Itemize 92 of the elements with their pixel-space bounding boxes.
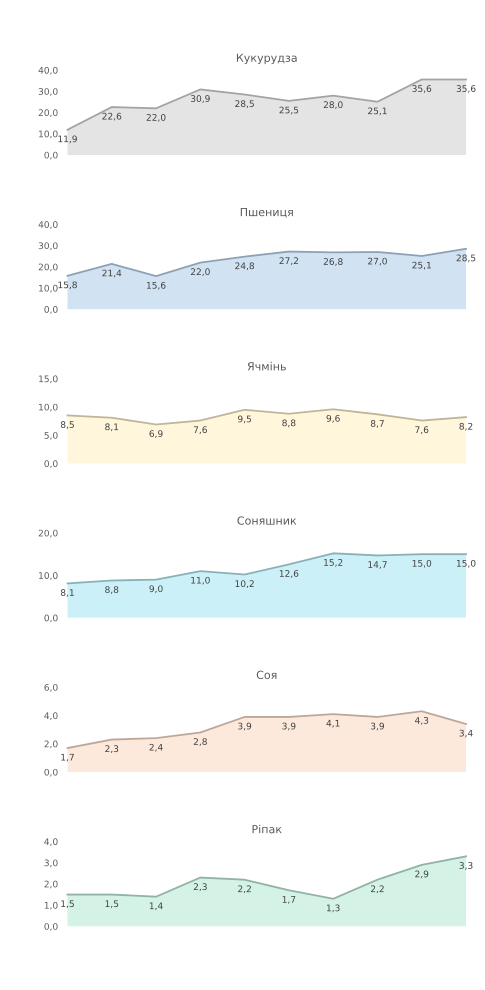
data-label: 26,8: [324, 258, 343, 266]
data-label: 2,4: [150, 744, 163, 752]
data-label: 6,9: [149, 430, 163, 438]
data-label: 3,4: [460, 730, 473, 738]
y-tick-label: 4,0: [44, 838, 58, 846]
y-tick-label: 6,0: [44, 684, 58, 692]
y-tick-label: 0,0: [44, 614, 58, 622]
data-label: 24,8: [235, 262, 254, 270]
y-tick-label: 0,0: [44, 306, 58, 314]
y-tick-label: 15,0: [39, 375, 58, 384]
data-label: 8,2: [459, 422, 472, 431]
y-tick-label: 30,0: [38, 242, 58, 250]
data-label: 35,6: [456, 85, 476, 93]
data-label: 14,7: [368, 561, 387, 569]
data-label: 25,5: [280, 106, 298, 114]
data-label: 15,2: [324, 559, 342, 567]
y-tick-label: 10,0: [39, 130, 58, 138]
data-label: 25,1: [412, 262, 431, 270]
data-label: 35,6: [412, 85, 432, 93]
data-label: 2,2: [370, 885, 384, 894]
data-label: 8,8: [282, 419, 296, 428]
y-tick-label: 40,0: [38, 221, 58, 229]
data-label: 28,5: [235, 100, 254, 108]
chart-title: Соняшник: [237, 516, 296, 525]
data-label: 7,6: [415, 426, 428, 434]
data-label: 9,0: [149, 585, 163, 594]
data-label: 3,9: [282, 722, 296, 730]
data-label: 1,5: [106, 900, 118, 908]
chart-title: Ячмінь: [248, 362, 286, 370]
data-label: 2,2: [238, 885, 251, 894]
data-label: 12,6: [280, 570, 298, 578]
chart-title: Соя: [256, 670, 276, 680]
data-label: 3,3: [460, 862, 472, 870]
data-label: 9,6: [326, 414, 340, 423]
data-label: 1,3: [326, 904, 340, 912]
y-tick-label: 40,0: [38, 66, 58, 75]
y-tick-label: 4,0: [44, 712, 58, 720]
data-label: 15,0: [412, 560, 432, 568]
data-label: 8,1: [60, 589, 74, 597]
data-label: 1,7: [61, 754, 74, 762]
y-tick-label: 0,0: [44, 768, 58, 777]
data-label: 4,1: [326, 720, 340, 728]
y-tick-label: 0,0: [44, 460, 58, 468]
data-label: 2,8: [194, 738, 207, 746]
chart-title: Кукурудза: [236, 54, 297, 64]
y-tick-label: 3,0: [44, 859, 58, 868]
data-label: 27,0: [368, 258, 387, 266]
y-tick-label: 5,0: [44, 432, 58, 440]
y-tick-label: 2,0: [44, 740, 58, 748]
data-label: 22,6: [102, 112, 122, 121]
data-label: 11,9: [58, 135, 77, 144]
data-label: 22,0: [146, 114, 166, 122]
data-label: 3,9: [238, 722, 252, 730]
data-label: 2,3: [105, 745, 118, 754]
data-label: 8,1: [105, 423, 118, 432]
y-tick-label: 20,0: [38, 109, 58, 118]
data-label: 8,5: [60, 421, 74, 429]
data-label: 8,8: [105, 586, 118, 594]
y-tick-label: 20,0: [38, 530, 58, 538]
data-label: 28,5: [456, 254, 476, 262]
y-tick-label: 1,0: [44, 902, 58, 910]
y-tick-label: 10,0: [39, 404, 58, 412]
data-label: 22,0: [190, 268, 210, 276]
y-tick-label: 10,0: [39, 572, 58, 580]
data-label: 15,8: [58, 281, 77, 290]
data-label: 1,5: [61, 900, 74, 908]
y-tick-label: 10,0: [39, 284, 58, 293]
data-label: 11,0: [191, 576, 210, 585]
data-label: 2,3: [194, 883, 207, 892]
data-label: 15,0: [456, 560, 476, 568]
data-label: 30,9: [190, 95, 210, 103]
data-label: 27,2: [280, 257, 298, 266]
chart-title: Ріпак: [252, 824, 282, 834]
chart-title: Пшениця: [240, 208, 293, 218]
y-tick-label: 0,0: [44, 923, 58, 931]
data-label: 1,7: [282, 896, 296, 904]
data-label: 9,5: [238, 416, 251, 424]
data-label: 7,6: [194, 426, 207, 434]
data-label: 1,4: [150, 902, 163, 910]
y-tick-label: 2,0: [44, 880, 58, 888]
data-label: 28,0: [324, 101, 343, 110]
data-label: 21,4: [102, 270, 122, 278]
data-label: 8,7: [370, 420, 384, 428]
data-label: 2,9: [415, 870, 428, 878]
data-label: 4,3: [415, 716, 428, 725]
data-label: 10,2: [236, 580, 254, 588]
y-tick-label: 20,0: [38, 264, 58, 272]
y-tick-label: 30,0: [38, 88, 58, 96]
y-tick-label: 0,0: [44, 152, 58, 160]
data-label: 3,9: [370, 722, 384, 730]
data-label: 25,1: [368, 107, 387, 116]
data-label: 15,6: [146, 282, 166, 290]
